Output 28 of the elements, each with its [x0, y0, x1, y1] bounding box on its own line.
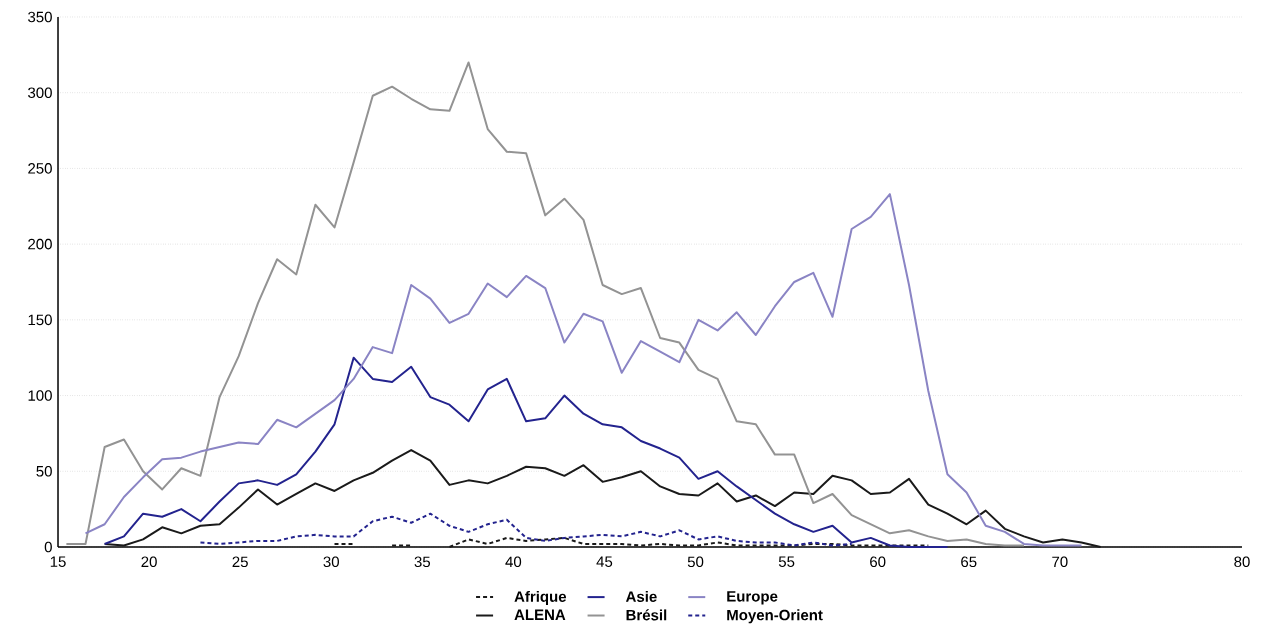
y-tick-label: 100	[28, 390, 52, 401]
y-tick-label: 300	[28, 87, 52, 98]
y-tick-label: 50	[36, 465, 52, 477]
legend-label: Europe	[727, 591, 778, 605]
legend-label: ALENA	[514, 609, 566, 620]
x-tick-label: 40	[505, 556, 522, 568]
x-tick-label: 80	[1234, 556, 1250, 568]
x-tick-label: 70	[1052, 556, 1068, 568]
x-tick-label: 50	[687, 556, 704, 568]
y-tick-label: 0	[44, 541, 52, 553]
line-series	[103, 449, 1102, 548]
y-tick-label: 250	[28, 163, 52, 174]
y-tick-label: 200	[28, 238, 52, 250]
x-tick-label: 30	[323, 556, 339, 568]
legend-label: Asie	[625, 590, 657, 602]
x-tick-label: 65	[961, 556, 977, 568]
legend-label: Afrique	[514, 590, 567, 605]
x-tick-label: 20	[141, 556, 157, 568]
x-tick-label: 15	[50, 556, 66, 567]
x-tick-label: 60	[870, 556, 886, 568]
legend-label: Brésil	[626, 609, 667, 621]
x-tick-label: 45	[596, 556, 613, 567]
x-tick-label: 35	[414, 556, 431, 568]
x-tick-label: 25	[232, 556, 248, 568]
legend-label: Moyen-Orient	[727, 609, 823, 624]
y-tick-label: 150	[28, 314, 52, 326]
x-tick-label: 55	[778, 556, 795, 567]
y-tick-label: 350	[28, 11, 52, 23]
